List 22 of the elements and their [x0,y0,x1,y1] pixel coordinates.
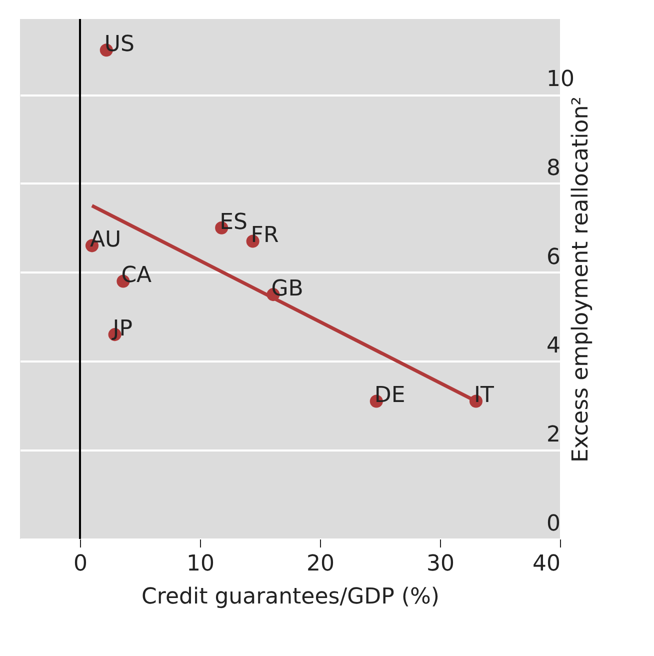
annotation: FR [250,223,279,248]
x-axis-title: Credit guarantees/GDP (%) [142,584,440,610]
x-tick-label: 40 [532,552,560,576]
y-tick-label: 6 [546,244,560,270]
y-tick-label: 2 [546,422,560,448]
x-tick-label: 30 [426,552,454,576]
annotation: GB [271,276,304,302]
annotation: ES [220,210,248,235]
annotation: US [104,32,134,58]
x-tick-label: 0 [74,552,88,576]
annotation: JP [110,316,133,342]
x-tick-label: 20 [306,552,334,576]
y-tick-label: 8 [546,156,560,181]
y-tick-label: 0 [546,512,560,536]
y-tick-label: 4 [546,334,560,359]
annotation: CA [121,263,152,288]
annotation: DE [374,383,406,408]
y-axis-title: Excess employment reallocation² [568,96,594,462]
annotation: AU [90,228,122,253]
y-tick-label: 10 [546,67,574,92]
annotation: IT [474,383,494,408]
x-tick-label: 10 [186,552,214,576]
